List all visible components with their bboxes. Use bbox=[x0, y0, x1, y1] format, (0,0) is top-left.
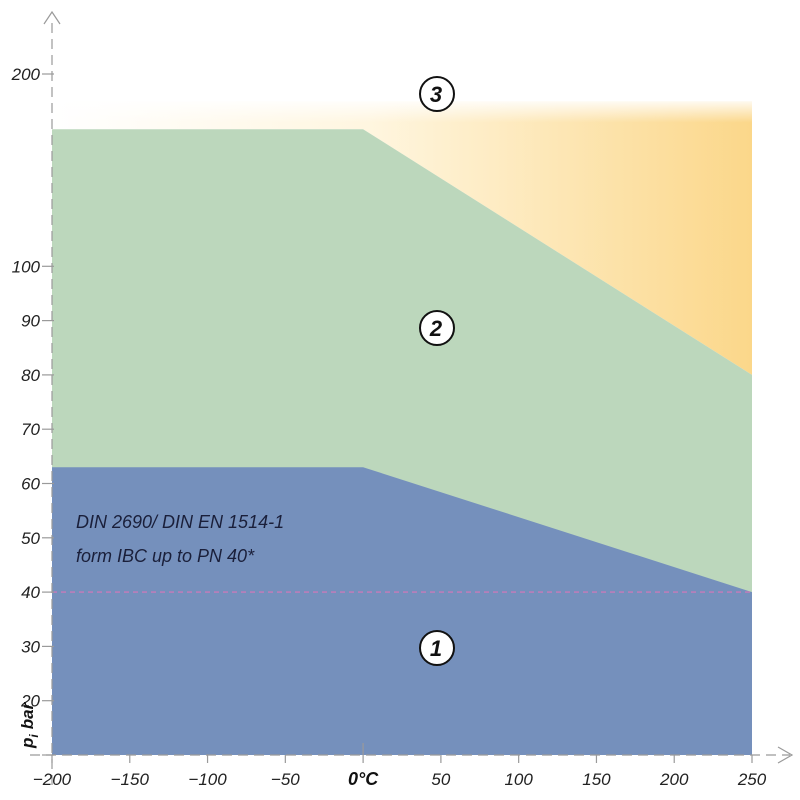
y-tick-label: 20 bbox=[20, 692, 40, 711]
zone-badge-label: 1 bbox=[430, 636, 442, 661]
regions-layer bbox=[52, 101, 752, 755]
y-tick-label: 90 bbox=[21, 312, 40, 331]
labels-layer: 20 30 40 50 60 70 80 90 100 200 −200 −150 −100 −50 0°C… bbox=[11, 65, 767, 789]
zone-badge-circle bbox=[419, 630, 455, 666]
y-tick-label: 200 bbox=[11, 65, 41, 84]
x-tick-label: 0°C bbox=[348, 769, 379, 789]
x-tick-label: −100 bbox=[188, 770, 227, 789]
y-tick-label: 40 bbox=[21, 583, 40, 602]
x-tick-label: −200 bbox=[33, 770, 72, 789]
x-tick-label: −150 bbox=[111, 770, 150, 789]
zone-3-area bbox=[52, 101, 752, 375]
zone-badge-label: 2 bbox=[429, 316, 443, 341]
axes-layer bbox=[30, 10, 794, 785]
x-axis-arrow bbox=[777, 746, 794, 764]
y-tick-label: 60 bbox=[21, 475, 40, 494]
x-tick-label: 150 bbox=[582, 770, 611, 789]
y-tick-label: 30 bbox=[21, 637, 40, 656]
y-tick-label: 80 bbox=[21, 366, 40, 385]
y-axis-label: pi bar bbox=[18, 701, 41, 749]
y-axis-arrow bbox=[43, 10, 61, 25]
y-axis-label-sub: i bbox=[27, 734, 41, 738]
zone-badge-circle bbox=[419, 310, 455, 346]
y-axis-label-unit: bar bbox=[18, 701, 37, 729]
zone-1-area bbox=[52, 467, 752, 755]
zone-badge-label: 3 bbox=[430, 82, 442, 107]
y-tick-label: 100 bbox=[12, 257, 41, 276]
y-axis-label-main: p bbox=[18, 738, 37, 749]
din-annotation-line-2: form IBC up to PN 40* bbox=[76, 546, 255, 566]
x-tick-label: 100 bbox=[504, 770, 533, 789]
din-annotation-line-1: DIN 2690/ DIN EN 1514-1 bbox=[76, 512, 284, 532]
y-tick-label: 70 bbox=[21, 420, 40, 439]
zone-badge-circle bbox=[419, 76, 455, 112]
y-tick-label: 50 bbox=[21, 529, 40, 548]
x-tick-label: 50 bbox=[431, 770, 450, 789]
x-tick-label: −50 bbox=[271, 770, 300, 789]
x-tick-label: 200 bbox=[659, 770, 689, 789]
x-tick-label: 250 bbox=[737, 770, 767, 789]
